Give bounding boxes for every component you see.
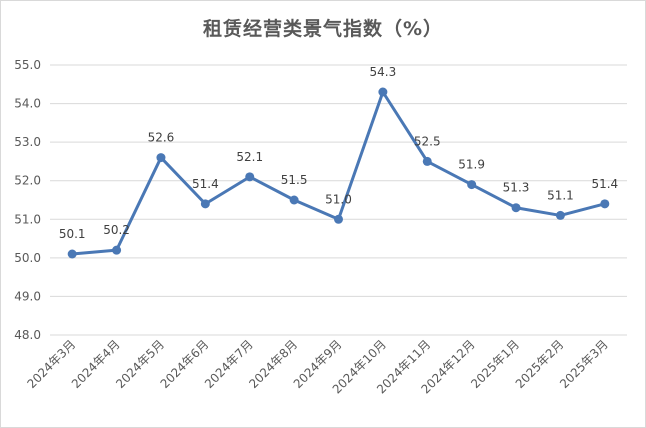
data-point [67, 249, 77, 259]
y-axis-ticks: 48.0 49.0 50.0 51.0 52.0 53.0 54.0 55.0 [14, 58, 41, 342]
data-label: 51.0 [325, 192, 352, 206]
data-point [334, 214, 343, 224]
data-point [600, 199, 610, 209]
y-tick-label: 51.0 [14, 212, 41, 226]
y-tick-label: 53.0 [14, 135, 41, 149]
data-label: 51.1 [547, 188, 574, 202]
data-label: 51.5 [281, 173, 308, 187]
y-tick-label: 49.0 [14, 289, 41, 303]
y-tick-label: 55.0 [14, 58, 41, 72]
data-point [200, 199, 210, 209]
series-line [72, 90, 606, 256]
data-label: 52.5 [414, 134, 441, 148]
grid-layer [50, 64, 627, 336]
y-tick-label: 54.0 [14, 97, 41, 111]
data-label: 54.3 [370, 65, 397, 79]
data-point [555, 210, 565, 220]
data-point [289, 195, 299, 205]
x-axis-ticks: 2024年3月2024年4月2024年5月2024年6月2024年7月2024年… [24, 337, 610, 396]
chart-title: 租赁经营类景气指数（%） [202, 18, 444, 40]
data-label-layer: 50.1 50.2 52.6 51.4 52.1 51.5 51.0 54.3 52.5 51.9… [59, 65, 618, 241]
y-tick-label: 50.0 [14, 251, 41, 265]
data-point [467, 180, 477, 190]
data-label: 51.3 [503, 181, 530, 195]
data-point [422, 156, 432, 166]
data-label: 50.2 [103, 223, 130, 237]
data-label: 51.9 [458, 158, 485, 172]
data-point [511, 203, 521, 213]
data-label: 52.1 [236, 150, 263, 164]
data-point [156, 153, 166, 163]
data-point [112, 245, 122, 255]
data-label: 50.1 [59, 227, 86, 241]
y-tick-label: 48.0 [14, 328, 41, 342]
data-label: 51.4 [591, 177, 618, 191]
data-point [378, 87, 388, 97]
data-label: 52.6 [148, 131, 175, 145]
y-tick-label: 52.0 [14, 174, 41, 188]
data-point [245, 172, 255, 182]
x-tick-label: 2025年3月 [557, 337, 611, 391]
data-label: 51.4 [192, 177, 219, 191]
series-layer [67, 87, 610, 259]
